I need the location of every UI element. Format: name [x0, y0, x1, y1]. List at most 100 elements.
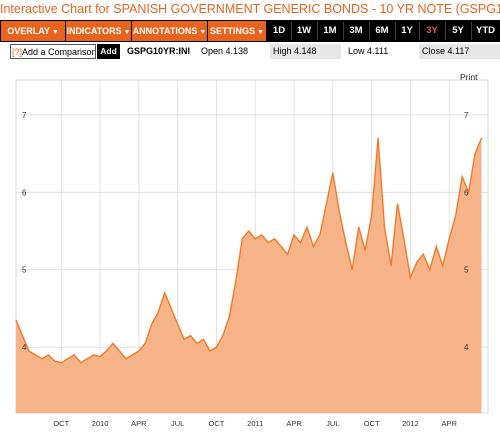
toolbar-divider [445, 22, 446, 40]
chart-toolbar: OVERLAY ▼ INDICATORS ▼ ANNOTATIONS ▼ SETTIN… [0, 20, 500, 42]
x-tick-label: OCT [53, 419, 69, 428]
data-point [60, 362, 62, 364]
data-point [119, 350, 120, 352]
y-tick-label-right: 4 [464, 343, 469, 352]
x-tick-label: 2010 [92, 419, 109, 428]
toolbar-divider [343, 22, 344, 40]
data-point [312, 246, 314, 247]
range-1m-button[interactable]: 1M [323, 25, 337, 36]
data-point [73, 354, 75, 356]
range-3y-button[interactable]: 3Y [426, 25, 438, 36]
data-point [300, 242, 301, 244]
data-point [196, 342, 198, 344]
y-tick-label-left: 4 [22, 343, 27, 352]
y-tick-label-left: 7 [22, 111, 27, 120]
data-point [157, 311, 159, 313]
range-1d-button[interactable]: 1D [272, 25, 286, 36]
data-point [99, 356, 101, 357]
range-6m-button[interactable]: 6M [375, 25, 389, 36]
data-point [345, 242, 347, 244]
data-point [267, 242, 269, 244]
data-point [209, 350, 211, 352]
y-tick-label-right: 7 [464, 111, 469, 120]
toolbar-divider [291, 22, 292, 40]
caret-down-icon: ▼ [257, 29, 264, 36]
caret-down-icon: ▼ [123, 29, 131, 36]
data-point [80, 362, 82, 364]
data-point [183, 338, 185, 340]
data-point [228, 315, 230, 317]
data-point [15, 319, 17, 321]
indicators-menu-button[interactable]: INDICATORS ▼ [66, 21, 131, 41]
data-point [403, 238, 405, 240]
data-point [86, 358, 88, 360]
settings-menu-button[interactable]: SETTINGS ▼ [208, 21, 266, 41]
print-link[interactable]: Print [460, 72, 478, 82]
data-point [190, 335, 192, 337]
data-point [41, 358, 43, 360]
open-value: Open 4.138 [201, 46, 249, 56]
range-5y-button[interactable]: 5Y [452, 25, 464, 36]
data-point [215, 346, 217, 348]
range-3m-button[interactable]: 3M [349, 25, 363, 36]
data-point [34, 354, 36, 356]
data-point [474, 153, 476, 155]
y-tick-label-right: 5 [464, 266, 469, 275]
overlay-menu-button[interactable]: OVERLAY ▼ [1, 21, 65, 41]
data-point [67, 358, 69, 360]
data-point [203, 338, 204, 340]
data-point [93, 354, 95, 356]
data-point [384, 226, 385, 228]
data-point [390, 265, 392, 267]
data-point [351, 269, 353, 271]
data-point [442, 265, 444, 267]
price-chart[interactable]: 7 6 5 4 7 6 5 4 OCT 2010 APR JUL OCT 2011 APR JUL OCT 201… [0, 62, 500, 446]
x-tick-label: JUL [171, 419, 184, 428]
data-point [468, 191, 470, 193]
data-point [422, 253, 424, 255]
caret-down-icon: ▼ [51, 29, 59, 36]
data-point [138, 350, 140, 352]
range-ytd-button[interactable]: YTD [476, 25, 495, 36]
data-point [235, 280, 237, 282]
data-point [448, 238, 450, 240]
data-point [112, 342, 114, 344]
data-point [274, 238, 276, 240]
toolbar-divider [471, 22, 472, 40]
data-point [177, 323, 179, 325]
data-point [293, 234, 295, 236]
y-tick-label-left: 6 [22, 188, 27, 197]
data-point [28, 350, 30, 352]
data-point [106, 350, 107, 352]
add-comparison-button[interactable]: Add [97, 44, 120, 59]
data-point [306, 226, 308, 228]
close-value: Close 4.117 [419, 44, 500, 59]
indicators-menu-label: INDICATORS [66, 26, 122, 36]
add-comparison-input[interactable]: [?]Add a Comparison [10, 44, 96, 59]
low-value: Low 4.111 [348, 46, 389, 56]
page-title: Interactive Chart for SPANISH GOVERNMENT… [0, 2, 500, 16]
range-1y-button[interactable]: 1Y [401, 25, 413, 36]
data-point [47, 354, 49, 356]
help-icon[interactable]: [?] [12, 47, 23, 57]
quote-bar [0, 42, 500, 62]
toolbar-divider [419, 22, 420, 40]
annotations-menu-button[interactable]: ANNOTATIONS ▼ [132, 21, 207, 41]
data-point [416, 261, 418, 263]
range-1w-button[interactable]: 1W [296, 25, 312, 36]
data-point [254, 238, 256, 240]
x-tick-label: 2011 [247, 419, 263, 428]
data-point [332, 172, 334, 174]
data-point [151, 323, 153, 325]
data-point [435, 246, 437, 247]
data-point [377, 137, 379, 139]
data-point [319, 234, 321, 236]
data-point [481, 137, 482, 139]
data-point [429, 269, 431, 271]
data-point [248, 230, 250, 232]
y-tick-label-left: 5 [22, 266, 27, 275]
data-point [170, 308, 172, 309]
toolbar-divider [369, 22, 370, 40]
data-point [371, 215, 373, 216]
data-point [409, 277, 411, 278]
